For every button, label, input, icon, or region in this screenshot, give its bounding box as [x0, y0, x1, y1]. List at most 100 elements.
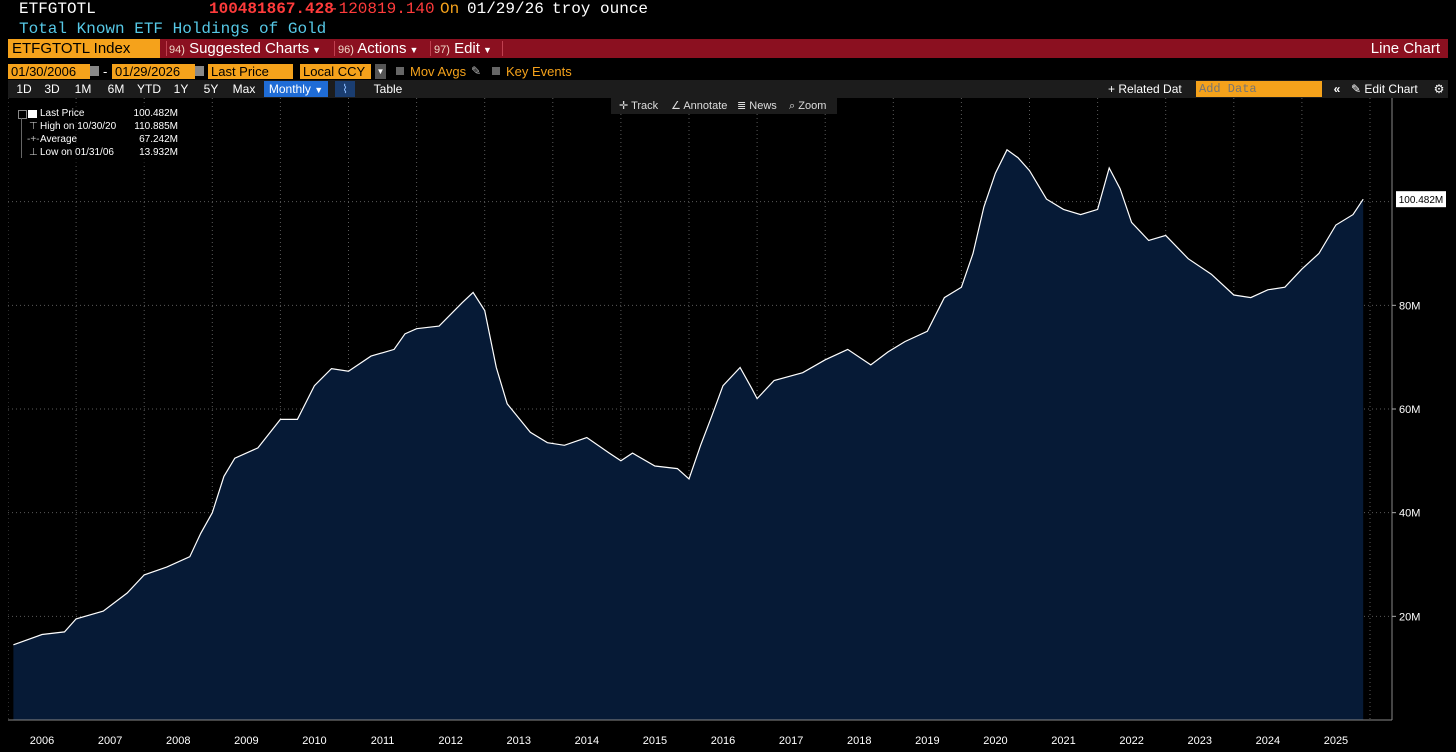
mov-avgs-label[interactable]: Mov Avgs [410, 64, 467, 79]
edit-menu[interactable]: 97) Edit ▼ [434, 39, 492, 58]
last-value-marker: 100.482M [1396, 191, 1446, 208]
collapse-icon[interactable] [18, 110, 27, 119]
annotate-label: Annotate [683, 100, 728, 112]
menu-divider [502, 41, 503, 56]
chart-area[interactable]: 20M 40M 60M 80M 2006 2007 2008 2009 2010 2011 201… [8, 98, 1448, 752]
menu-bar: ETFGTOTL Index 94) Suggested Charts ▼ 96)… [8, 39, 1448, 58]
related-data-label: Related Dat [1118, 82, 1182, 96]
range-5y-button[interactable]: 5Y [203, 82, 219, 96]
y-axis-ticks: 20M 40M 60M 80M [1392, 300, 1420, 623]
description-text: Total Known ETF Holdings of Gold [19, 20, 327, 38]
add-data-input[interactable] [1196, 81, 1322, 97]
gear-icon[interactable]: ⚙ [1433, 82, 1445, 96]
x-tick-label: 2019 [915, 735, 939, 747]
range-3d-button[interactable]: 3D [44, 82, 60, 96]
x-tick-label: 2009 [234, 735, 258, 747]
legend-last-price[interactable]: Last Price 100.482M [14, 107, 182, 120]
y-tick-label: 20M [1399, 611, 1420, 623]
x-tick-label: 2015 [643, 735, 667, 747]
price-change-value: -120819.140 [329, 0, 435, 18]
chart-controls: 01/30/2006 - 01/29/2026 Last Price Local… [8, 63, 1448, 80]
x-tick-label: 2016 [711, 735, 735, 747]
range-1d-button[interactable]: 1D [16, 82, 32, 96]
news-label: News [749, 100, 777, 112]
annotate-button[interactable]: ∠ Annotate [671, 98, 727, 114]
chevron-down-icon: ▼ [482, 45, 492, 55]
x-tick-label: 2013 [507, 735, 531, 747]
range-ytd-button[interactable]: YTD [137, 82, 161, 96]
menu-divider [430, 41, 431, 56]
range-max-button[interactable]: Max [232, 82, 256, 96]
x-tick-label: 2022 [1119, 735, 1143, 747]
calendar-icon[interactable] [195, 66, 204, 76]
line-chart-icon[interactable]: ⌇ [335, 81, 355, 97]
news-icon: ≣ [737, 100, 747, 112]
legend-high-value: 110.885M [134, 121, 178, 132]
edit-label: Edit [454, 40, 480, 57]
x-tick-label: 2006 [30, 735, 54, 747]
collapse-icon[interactable]: « [1333, 82, 1341, 96]
track-button[interactable]: ✛ Track [619, 98, 658, 114]
range-bar: 1D 3D 1M 6M YTD 1Y 5Y Max Monthly ▼ ⌇ Ta… [8, 80, 1448, 98]
x-tick-label: 2018 [847, 735, 871, 747]
legend-tree-line [21, 118, 22, 158]
x-tick-label: 2020 [983, 735, 1007, 747]
y-tick-label: 80M [1399, 300, 1420, 312]
suggested-charts-label: Suggested Charts [189, 40, 310, 57]
holdings-area [13, 149, 1364, 721]
legend-last-label: Last Price [40, 108, 85, 119]
security-field[interactable]: ETFGTOTL Index [8, 39, 160, 58]
last-price-value: 100481867.428 [209, 0, 334, 18]
calendar-icon[interactable] [90, 66, 99, 76]
pencil-icon: ✎ [1351, 82, 1362, 96]
legend-low: ⊥ Low on 01/31/06 13.932M [14, 146, 182, 159]
start-date-input[interactable]: 01/30/2006 [8, 64, 90, 79]
x-tick-label: 2014 [575, 735, 599, 747]
pencil-icon[interactable]: ✎ [471, 64, 482, 78]
related-data-button[interactable]: + Related Dat [1108, 81, 1188, 97]
actions-menu[interactable]: 96) Actions ▼ [338, 39, 418, 58]
currency-selector[interactable]: Local CCY [300, 64, 371, 79]
y-tick-label: 60M [1399, 404, 1420, 416]
suggested-charts-menu[interactable]: 94) Suggested Charts ▼ [169, 39, 321, 58]
period-selector[interactable]: Monthly ▼ [264, 81, 328, 97]
menu-divider [166, 41, 167, 56]
legend-avg-value: 67.242M [139, 134, 178, 145]
ticker-symbol: ETFGTOTL [19, 0, 96, 18]
x-tick-label: 2008 [166, 735, 190, 747]
actions-label: Actions [357, 40, 407, 57]
news-button[interactable]: ≣ News [737, 98, 777, 114]
key-events-checkbox[interactable] [492, 67, 500, 75]
key-events-label[interactable]: Key Events [506, 64, 572, 79]
end-date-input[interactable]: 01/29/2026 [112, 64, 195, 79]
mov-avgs-checkbox[interactable] [396, 67, 404, 75]
chevron-down-icon[interactable]: ▼ [375, 64, 386, 79]
edit-chart-label: Edit Chart [1364, 82, 1418, 96]
zoom-label: Zoom [798, 100, 827, 112]
x-axis-ticks: 2006 2007 2008 2009 2010 2011 2012 2013 2014 2015… [30, 735, 1348, 747]
legend-average: -+- Average 67.242M [14, 133, 182, 146]
table-button[interactable]: Table [373, 82, 403, 96]
legend-high-label: High on 10/30/20 [40, 121, 117, 132]
suggested-charts-number: 94) [169, 44, 185, 56]
zoom-button[interactable]: ⌕ Zoom [789, 98, 826, 114]
chart-type-label[interactable]: Line Chart [1370, 40, 1440, 57]
edit-chart-button[interactable]: ✎ Edit Chart [1351, 81, 1433, 97]
y-tick-label: 40M [1399, 508, 1420, 520]
x-tick-label: 2011 [371, 735, 395, 747]
range-6m-button[interactable]: 6M [107, 82, 125, 96]
annotate-icon: ∠ [671, 100, 681, 112]
range-1y-button[interactable]: 1Y [173, 82, 189, 96]
field-selector[interactable]: Last Price [208, 64, 293, 79]
x-tick-label: 2007 [98, 735, 122, 747]
chart-legend: Last Price 100.482M ⊤ High on 10/30/20 1… [14, 106, 182, 164]
range-1m-button[interactable]: 1M [74, 82, 92, 96]
menu-divider [334, 41, 335, 56]
crosshair-icon: ✛ [619, 100, 629, 112]
high-marker-icon: ⊤ [29, 121, 38, 132]
date-range-dash: - [103, 64, 108, 79]
on-label: On [440, 0, 460, 18]
price-date: 01/29/26 [467, 0, 544, 18]
legend-high: ⊤ High on 10/30/20 110.885M [14, 120, 182, 133]
track-label: Track [631, 100, 659, 112]
